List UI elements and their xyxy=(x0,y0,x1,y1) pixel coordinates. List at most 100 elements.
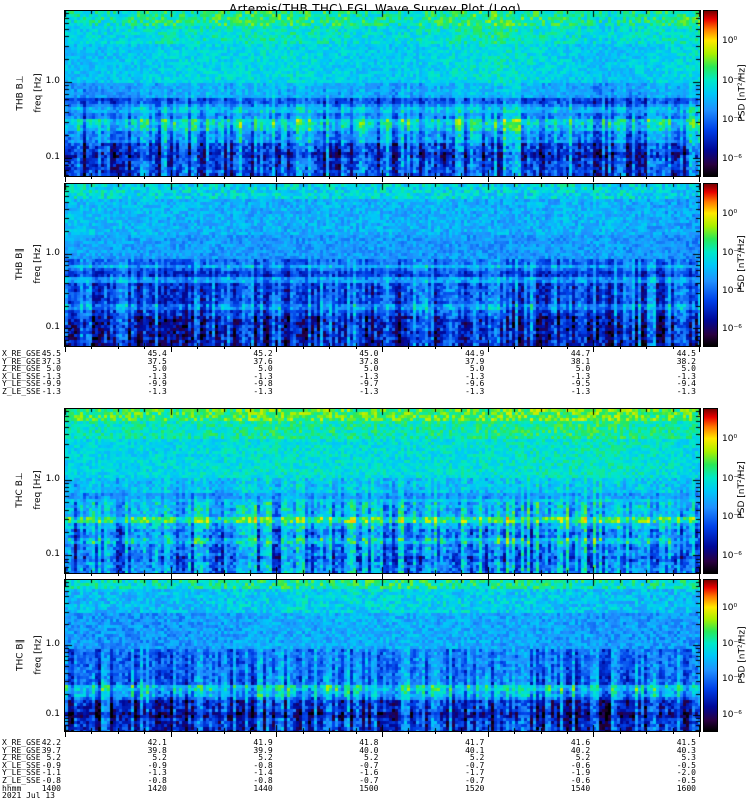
ephemeris-value: 37.6 xyxy=(253,356,273,366)
ephemeris-value: -9.8 xyxy=(253,379,273,389)
ephemeris-value: -9.9 xyxy=(147,379,167,389)
minor-time-tick xyxy=(408,732,409,734)
colorbar-tick-1e0: 10⁰ xyxy=(722,208,738,219)
minor-time-tick xyxy=(91,574,92,576)
ephemeris-value: -1.6 xyxy=(359,768,379,778)
major-time-tick xyxy=(699,732,700,737)
ephemeris-value: 5.3 xyxy=(681,753,696,763)
ephemeris-value: 5.0 xyxy=(152,364,167,374)
time-axis-ticks xyxy=(64,574,701,580)
major-time-tick xyxy=(488,574,489,579)
ephemeris-value: 5.0 xyxy=(364,364,379,374)
minor-time-tick xyxy=(514,732,515,734)
minor-time-tick xyxy=(329,732,330,734)
ephemeris-value: 41.9 xyxy=(253,738,273,747)
ephemeris-value: 40.1 xyxy=(465,745,485,755)
ephemeris-value: -0.8 xyxy=(253,776,273,785)
ephemeris-value: -1.1 xyxy=(41,768,61,778)
major-time-tick xyxy=(171,347,172,352)
ephemeris-value: 45.2 xyxy=(253,349,273,358)
ephemeris-value: 37.5 xyxy=(147,356,167,366)
freq-axis-label: freq [Hz] xyxy=(33,72,43,113)
minor-time-tick xyxy=(620,347,621,349)
ephemeris-value: 5.2 xyxy=(258,753,273,763)
ephemeris-value: -1.3 xyxy=(147,768,167,778)
ephemeris-value: 1400 xyxy=(41,783,61,793)
panel-label-thc-bpar: THC B∥ xyxy=(15,638,25,671)
ephemeris-value: -0.6 xyxy=(570,776,591,785)
colorbar-tick-1e-2: 10⁻² xyxy=(722,473,742,484)
major-time-tick xyxy=(65,347,66,352)
minor-time-tick xyxy=(541,574,542,576)
ephemeris-value: -1.3 xyxy=(147,387,167,396)
ephemeris-row-label: X_RE_GSE xyxy=(2,738,41,747)
ephemeris-row-label: Y_LE_SSE xyxy=(2,379,41,389)
minor-time-tick xyxy=(224,177,225,179)
ephemeris-value: 5.2 xyxy=(575,753,591,763)
minor-time-tick xyxy=(646,347,647,349)
ephemeris-row-label: Z_LE_SSE xyxy=(2,776,41,785)
minor-time-tick xyxy=(541,177,542,179)
colorbar-tick-1e0: 10⁰ xyxy=(722,602,738,613)
minor-time-tick xyxy=(118,732,119,734)
major-time-tick xyxy=(593,347,594,352)
ephemeris-value: -0.8 xyxy=(147,776,167,785)
major-time-tick xyxy=(593,732,594,737)
ephemeris-value: -0.7 xyxy=(359,776,379,785)
ephemeris-value: -9.6 xyxy=(465,379,485,389)
ephemeris-value: -1.3 xyxy=(41,371,61,381)
colorbar-tick-1e-4: 10⁻⁴ xyxy=(722,674,742,685)
ephemeris-value: -1.3 xyxy=(359,371,379,381)
ephemeris-value: -0.7 xyxy=(359,760,379,770)
spectrogram-panel-thc-bperp: THC B⊥ freq [Hz] 1.0 0.1 10⁰ 10⁻² 10⁻⁴ 1… xyxy=(15,408,747,579)
ephemeris-value: 41.7 xyxy=(465,738,485,747)
minor-time-tick xyxy=(620,177,621,179)
minor-time-tick xyxy=(646,177,647,179)
freq-tick-label-01hz: 0.1 xyxy=(45,708,60,719)
ephemeris-row-label: Y_RE_GSE xyxy=(2,356,41,366)
ephemeris-row-label: X_LE_SSE xyxy=(2,371,41,381)
ephemeris-value: 1500 xyxy=(359,783,379,793)
colorbar-unit-label: PSD [nT²/Hz] xyxy=(737,63,747,122)
minor-time-tick xyxy=(91,177,92,179)
minor-time-tick xyxy=(356,177,357,179)
ephemeris-value: 1440 xyxy=(253,783,273,793)
ephemeris-value: 41.6 xyxy=(570,738,591,747)
ephemeris-value: 45.0 xyxy=(359,349,379,358)
ephemeris-value: 45.4 xyxy=(147,349,167,358)
minor-time-tick xyxy=(197,732,198,734)
major-time-tick xyxy=(593,177,594,182)
ephemeris-value: -1.3 xyxy=(147,371,167,381)
minor-time-tick xyxy=(673,177,674,179)
ephemeris-value: 5.0 xyxy=(46,364,61,374)
major-time-tick xyxy=(65,574,66,579)
minor-time-tick xyxy=(197,177,198,179)
ephemeris-value: 44.5 xyxy=(676,349,696,358)
ephemeris-value: 5.2 xyxy=(364,753,379,763)
minor-time-tick xyxy=(356,574,357,576)
major-time-tick xyxy=(276,732,277,737)
spectrogram-panel-thb-bpar: THB B∥ freq [Hz] 1.0 0.1 10⁰ 10⁻² 10⁻⁴ 1… xyxy=(15,183,747,352)
major-time-tick xyxy=(65,177,66,182)
freq-tick-label-01hz: 0.1 xyxy=(45,549,60,560)
minor-time-tick xyxy=(118,177,119,179)
minor-time-tick xyxy=(329,347,330,349)
minor-time-tick xyxy=(567,732,568,734)
ephemeris-value: -0.8 xyxy=(253,760,273,770)
minor-time-tick xyxy=(541,732,542,734)
minor-time-tick xyxy=(646,574,647,576)
major-time-tick xyxy=(382,347,383,352)
colorbar-tick-1e-6: 10⁻⁶ xyxy=(722,550,742,561)
ephemeris-value: 5.0 xyxy=(258,364,273,374)
ephemeris-value: 39.7 xyxy=(41,745,61,755)
minor-time-tick xyxy=(197,347,198,349)
minor-time-tick xyxy=(144,177,145,179)
ephemeris-value: -2.0 xyxy=(676,768,696,778)
colorbar-tick-1e0: 10⁰ xyxy=(722,434,738,445)
psd-colorbar xyxy=(703,408,718,574)
freq-tick-label-1hz: 1.0 xyxy=(45,76,60,87)
minor-time-tick xyxy=(461,177,462,179)
ephemeris-value: -0.7 xyxy=(465,776,485,785)
time-axis-ticks xyxy=(64,347,701,353)
freq-axis-label: freq [Hz] xyxy=(33,634,43,675)
